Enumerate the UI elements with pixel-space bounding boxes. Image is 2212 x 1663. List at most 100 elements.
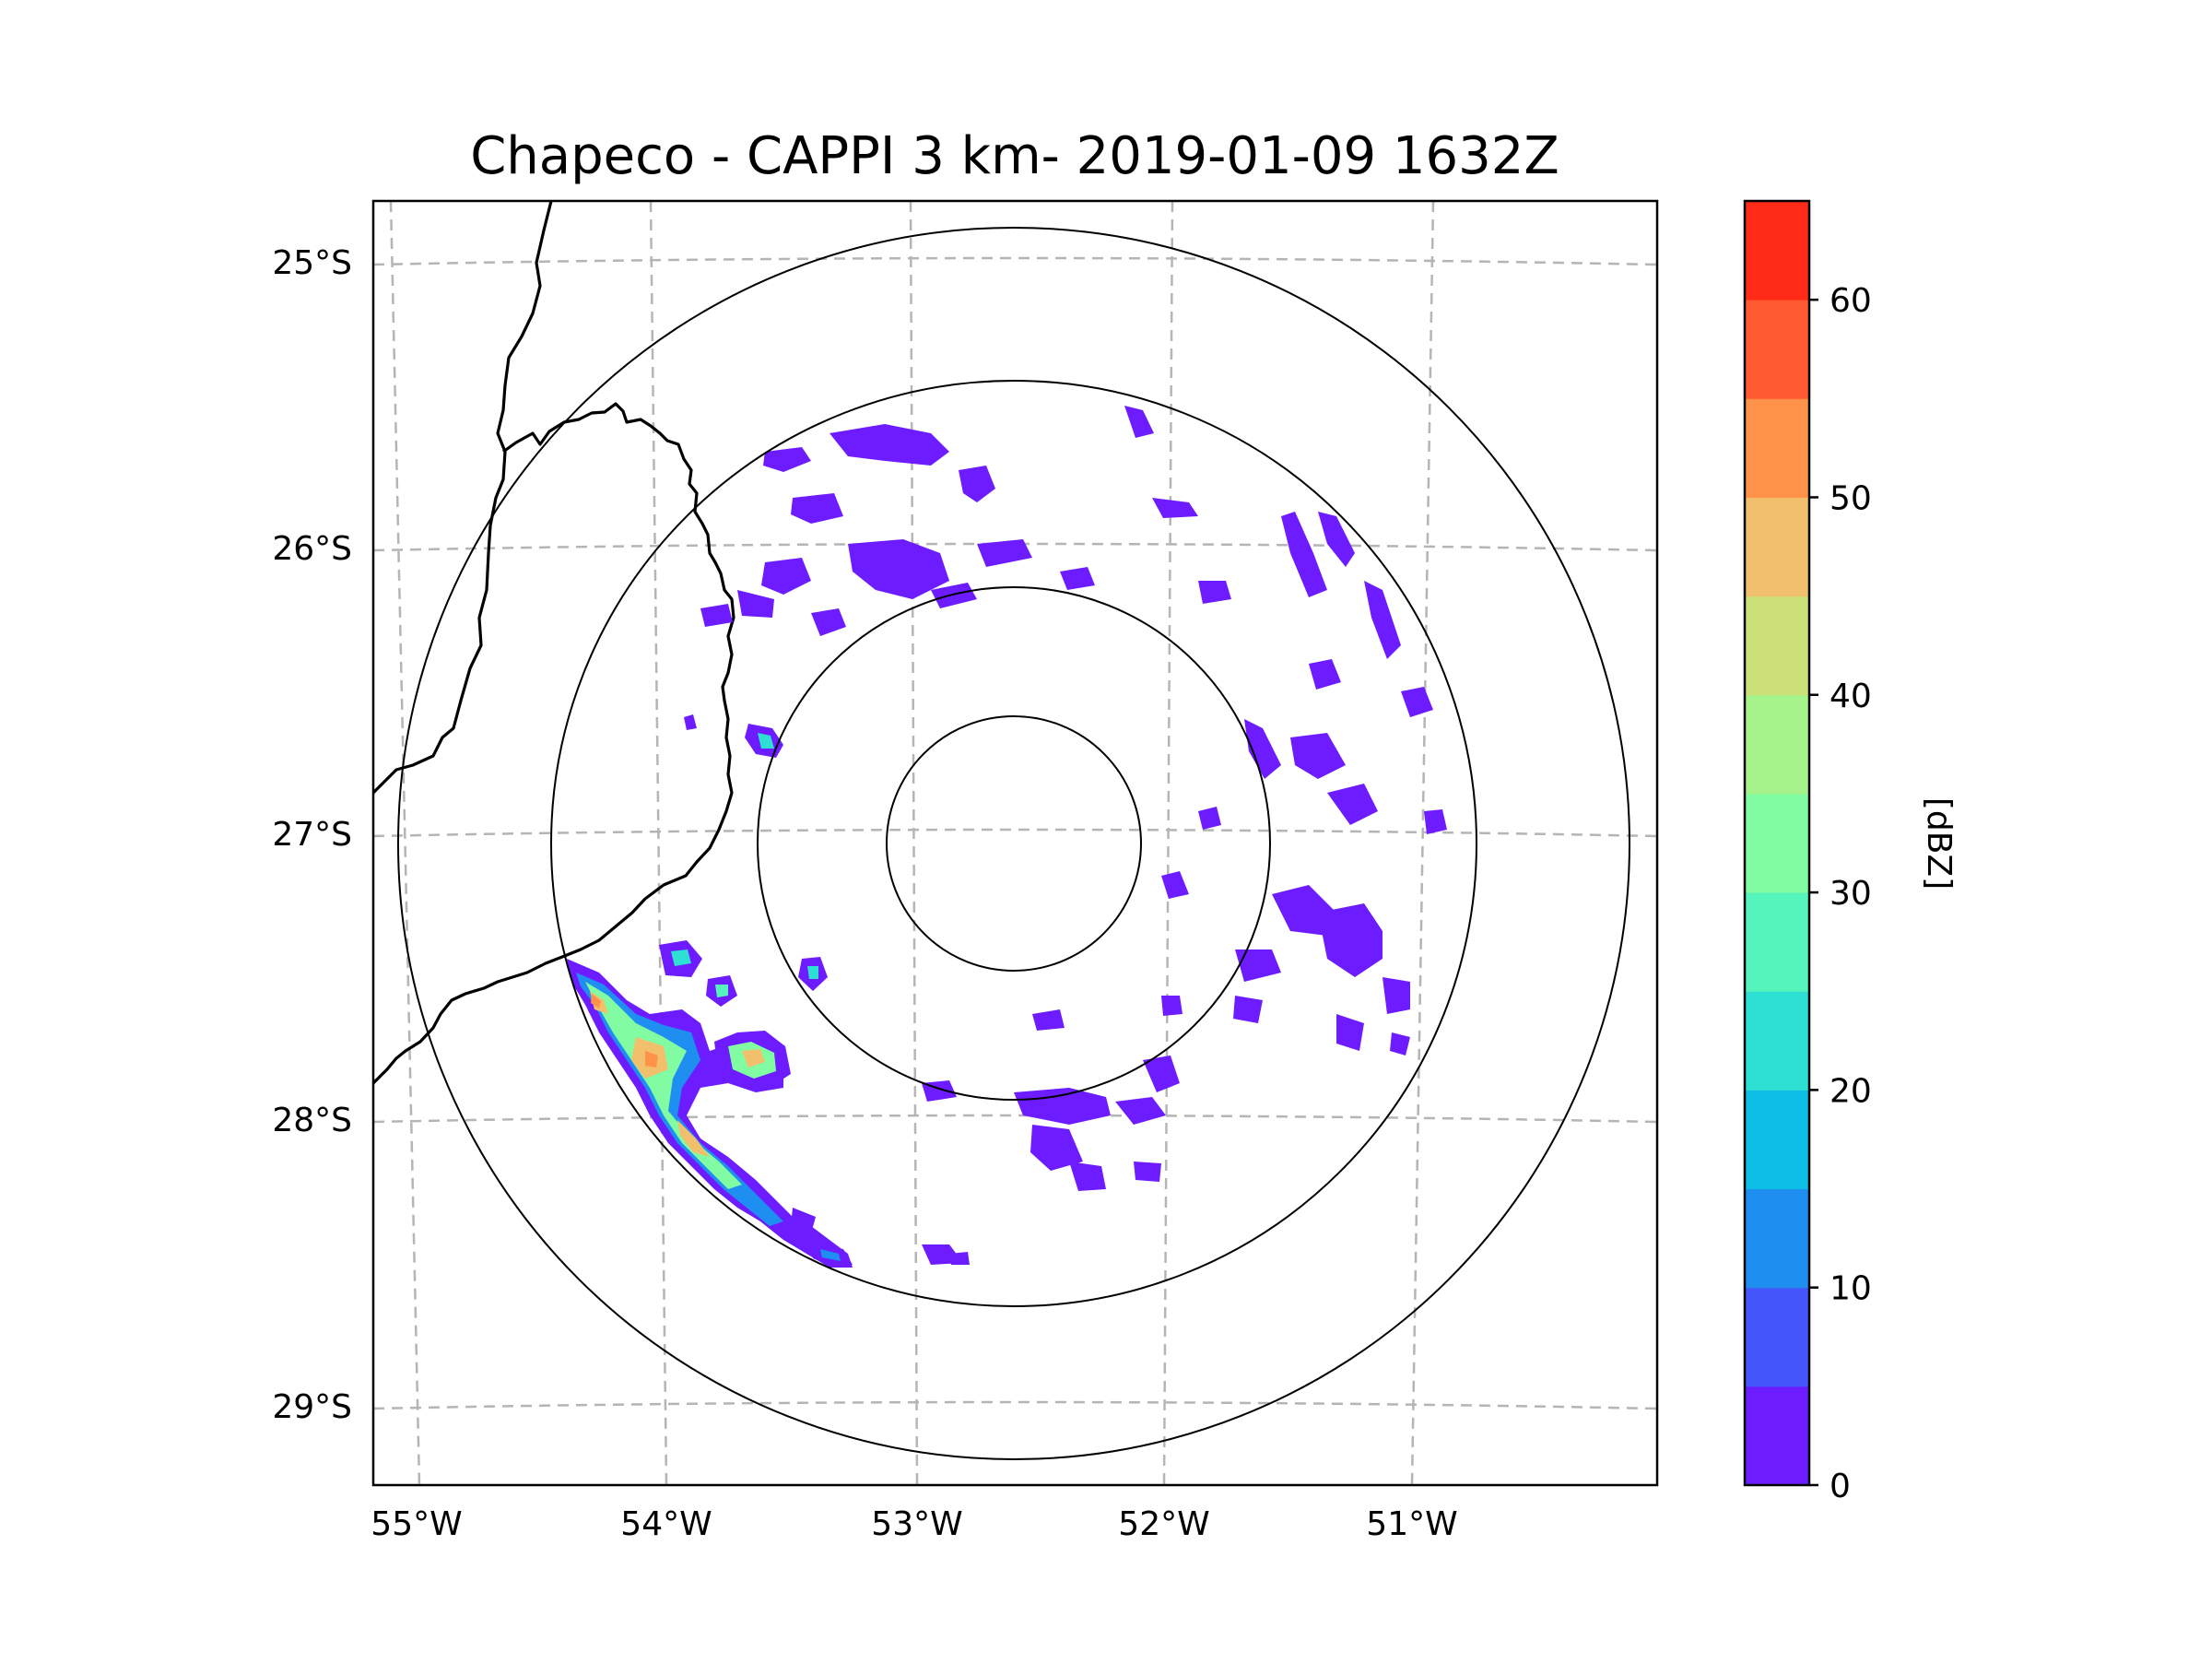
echo-south-band-10 (1032, 1009, 1065, 1031)
colorbar-band (1745, 596, 1809, 696)
range-ring-2 (757, 586, 1271, 1101)
echo-east-band-11 (1198, 807, 1221, 830)
gridline-lat-26 (373, 542, 1657, 552)
echo-east-band-15 (1233, 996, 1263, 1023)
colorbar-tick-label: 0 (1830, 1468, 1851, 1505)
colorbar-band (1745, 1386, 1809, 1486)
borders (373, 201, 735, 1085)
lat-label-28s: 28°S (272, 1102, 352, 1139)
gridline-lon-53 (909, 201, 919, 1485)
echo-trail-1 (791, 1208, 816, 1233)
echo-east-band-8 (1318, 903, 1382, 977)
echo-east-band-12 (1401, 687, 1433, 717)
echo-north (700, 406, 1231, 636)
colorbar-tick-label: 20 (1830, 1072, 1872, 1110)
echo-south-band-8 (949, 1252, 970, 1265)
colorbar-band (1745, 1287, 1809, 1387)
echo-east-band-13 (1309, 659, 1341, 690)
colorbar-tick-label: 10 (1830, 1270, 1872, 1308)
echo-east-band-18 (1161, 871, 1189, 899)
reflectivity-field (567, 406, 1447, 1268)
echo-south-band-1 (1014, 1088, 1111, 1125)
echo-south-band-2 (1030, 1125, 1083, 1171)
range-ring-3 (550, 380, 1477, 1307)
colorbar-bands (1745, 201, 1809, 1486)
colorbar-tick-label: 60 (1830, 282, 1872, 320)
echo-north-band-6 (761, 558, 811, 595)
echo-east-band-10 (1382, 977, 1410, 1014)
echo-south-band-5 (1069, 1162, 1106, 1191)
echo-south (922, 996, 1182, 1265)
lon-label-53w: 53°W (871, 1505, 962, 1543)
colorbar-band (1745, 892, 1809, 992)
map-background (373, 201, 1657, 1485)
border-paraguay-argentina (373, 201, 553, 795)
map-panel (371, 199, 1659, 1487)
colorbar: 0 10 20 30 40 50 60 [dBZ] (1743, 199, 1958, 1505)
echo-west-core (758, 733, 774, 749)
echo-southwest-line (567, 940, 853, 1268)
gridline-lat-25 (373, 256, 1657, 266)
echo-east-band-14 (1424, 809, 1447, 834)
lon-label-52w: 52°W (1118, 1505, 1209, 1543)
echo-east-band-3 (1364, 581, 1401, 659)
colorbar-band (1745, 497, 1809, 597)
echo-trail-2-core (820, 1249, 841, 1261)
border-argentina-brazil (373, 402, 735, 1085)
gridline-lat-28 (373, 1114, 1657, 1124)
echo-north-band-3 (830, 424, 949, 466)
colorbar-band (1745, 398, 1809, 498)
map-frame (371, 199, 1659, 1487)
gridline-lon-51 (1410, 201, 1435, 1485)
colorbar-label: [dBZ] (1920, 797, 1958, 890)
echo-south-band-9 (1134, 1162, 1161, 1182)
colorbar-frame (1743, 199, 1811, 1487)
echo-south-band-3 (1115, 1097, 1166, 1125)
map-content (373, 201, 1657, 1485)
echo-north-band-9 (931, 583, 977, 608)
echo-cell-b-core (715, 985, 728, 997)
colorbar-tick-label: 30 (1830, 875, 1872, 913)
colorbar-tick-label: 40 (1830, 678, 1872, 715)
lat-label-27s: 27°S (272, 816, 352, 854)
echo-east-band-4 (1244, 719, 1281, 779)
echo-east-band-6 (1327, 784, 1378, 825)
echo-east-band-1 (1281, 512, 1327, 597)
echo-north-band-4 (848, 539, 949, 599)
gridline-lon-54 (649, 201, 668, 1485)
echo-south-band-11 (1161, 996, 1182, 1016)
colorbar-band (1745, 991, 1809, 1091)
echo-west-speck (684, 714, 697, 730)
echo-north-band-14 (1198, 581, 1231, 604)
lon-label-54w: 54°W (620, 1505, 712, 1543)
gridline-lat-27 (373, 828, 1657, 838)
echo-cell-c-core (807, 966, 818, 979)
gridline-lat-29 (373, 1400, 1657, 1410)
gridline-lon-55 (389, 201, 421, 1485)
echo-east-band-16 (1336, 1014, 1364, 1051)
echo-east-band-17 (1390, 1032, 1410, 1056)
echo-east-band-5 (1290, 733, 1346, 779)
colorbar-ticks: 0 10 20 30 40 50 60 (1809, 282, 1872, 1505)
echo-cell-a-core (671, 949, 691, 966)
lon-label-51w: 51°W (1366, 1505, 1457, 1543)
echo-sw-30dbz (585, 982, 742, 1189)
echo-north-band-15 (1060, 567, 1095, 590)
echo-sw-cell-east-peak (742, 1049, 765, 1067)
echo-north-band-8 (811, 608, 846, 636)
echo-north-band-5 (959, 466, 995, 502)
echo-east-band-2 (1318, 512, 1355, 567)
echo-north-band-12 (1152, 498, 1198, 518)
echo-north-band-2 (791, 493, 843, 524)
colorbar-band (1745, 694, 1809, 795)
echo-sw-45dbz (590, 991, 710, 1157)
gridlines (373, 201, 1657, 1485)
lat-label-25s: 25°S (272, 244, 352, 282)
lat-label-29s: 29°S (272, 1388, 352, 1426)
figure-title: Chapeco - CAPPI 3 km- 2019-01-09 1632Z (470, 126, 1559, 186)
echo-sw-55dbz (591, 994, 658, 1067)
echo-north-band-10 (700, 604, 733, 627)
echo-north-band-11 (1124, 406, 1154, 438)
echo-east (1161, 512, 1447, 1056)
echo-east-band-9 (1235, 949, 1281, 982)
